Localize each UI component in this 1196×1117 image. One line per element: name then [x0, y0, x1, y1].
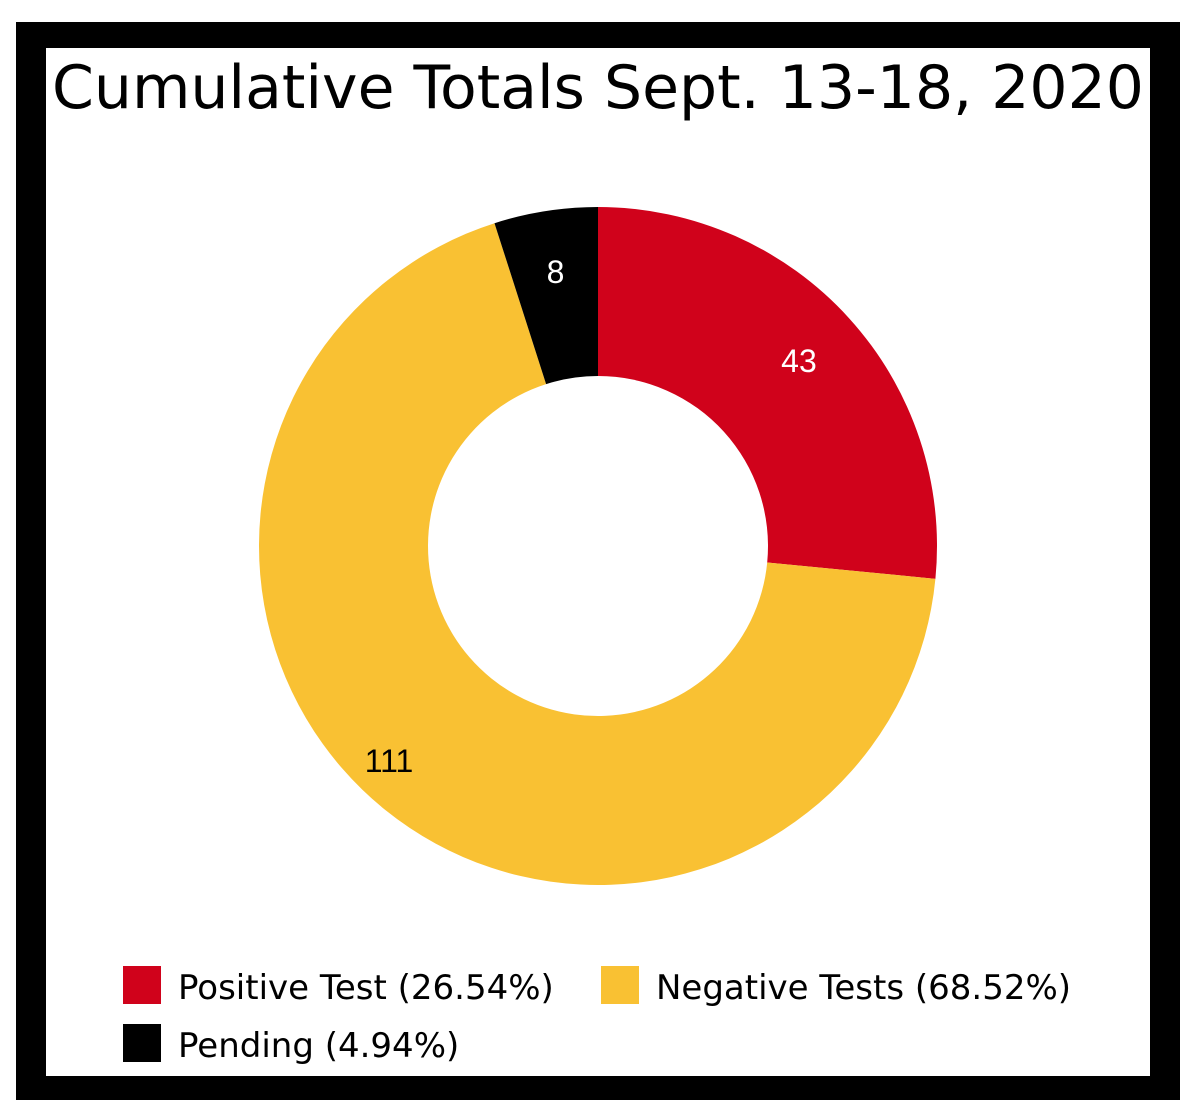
- legend-swatch-negative: [601, 966, 639, 1004]
- legend-swatch-pending: [123, 1024, 161, 1062]
- slice-label-positive: 43: [781, 343, 817, 379]
- slice-pending: [494, 207, 598, 385]
- slice-positive: [598, 207, 938, 579]
- chart-title: Cumulative Totals Sept. 13-18, 2020: [52, 53, 1144, 123]
- legend-swatch-positive: [123, 966, 161, 1004]
- slice-label-pending: 8: [547, 254, 565, 290]
- legend-label-negative: Negative Tests (68.52%): [656, 968, 1072, 1008]
- slice-label-negative: 111: [365, 743, 414, 779]
- legend-label-pending: Pending (4.94%): [178, 1026, 460, 1066]
- legend-label-positive: Positive Test (26.54%): [178, 968, 554, 1008]
- slice-negative: [259, 223, 936, 886]
